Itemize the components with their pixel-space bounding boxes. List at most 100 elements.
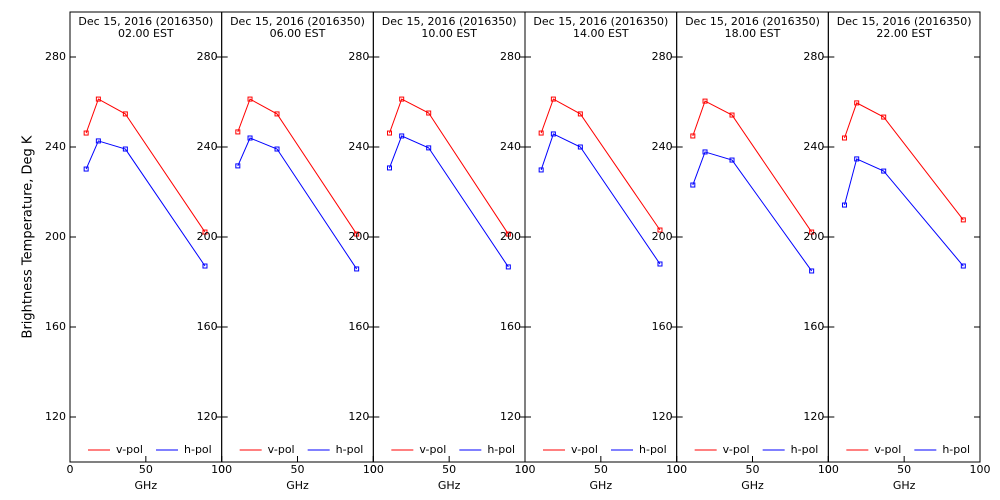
point-marker [881, 168, 887, 174]
y-tick-label: 160 [348, 320, 369, 333]
legend-label: h-pol [487, 443, 515, 456]
x-axis-label: GHz [438, 479, 461, 492]
panel-subtitle: 06.00 EST [270, 27, 326, 40]
point-marker [657, 227, 663, 233]
x-tick-label: 50 [897, 463, 911, 476]
y-tick-label: 280 [652, 50, 673, 63]
legend-label: v-pol [116, 443, 143, 456]
legend-label: h-pol [639, 443, 667, 456]
y-tick-label: 120 [348, 410, 369, 423]
point-marker [577, 144, 583, 150]
point-marker [426, 145, 432, 151]
point-marker [95, 96, 101, 102]
x-axis-label: GHz [135, 479, 158, 492]
x-tick-label: 0 [218, 463, 225, 476]
series-line [237, 137, 358, 270]
point-marker [202, 263, 208, 269]
x-tick-label: 100 [818, 463, 839, 476]
panel-title: Dec 15, 2016 (2016350) [685, 15, 820, 28]
series-line [540, 133, 661, 265]
series-line [692, 151, 813, 272]
point-marker [702, 98, 708, 104]
y-tick-label: 160 [500, 320, 521, 333]
point-marker [729, 112, 735, 118]
panel-title: Dec 15, 2016 (2016350) [382, 15, 517, 28]
y-tick-label: 280 [500, 50, 521, 63]
panel-subtitle: 02.00 EST [118, 27, 174, 40]
y-tick-label: 240 [652, 140, 673, 153]
legend-label: h-pol [791, 443, 819, 456]
point-marker [841, 135, 847, 141]
series-line [85, 98, 206, 233]
point-marker [354, 231, 360, 237]
x-axis-label: GHz [893, 479, 916, 492]
y-tick-label: 280 [803, 50, 824, 63]
series-line [540, 98, 661, 231]
x-axis-label: GHz [741, 479, 764, 492]
point-marker [399, 133, 405, 139]
y-axis-label: Brightness Temperature, Deg K [21, 135, 36, 338]
legend-label: v-pol [571, 443, 598, 456]
panel-title: Dec 15, 2016 (2016350) [78, 15, 213, 28]
y-tick-label: 160 [803, 320, 824, 333]
x-tick-label: 100 [666, 463, 687, 476]
point-marker [122, 146, 128, 152]
point-marker [960, 217, 966, 223]
x-axis-label: GHz [286, 479, 309, 492]
point-marker [809, 229, 815, 235]
series-line [85, 140, 206, 267]
y-tick-label: 280 [348, 50, 369, 63]
x-tick-label: 0 [825, 463, 832, 476]
point-marker [83, 166, 89, 172]
series-line [389, 98, 509, 235]
point-marker [881, 114, 887, 120]
y-tick-label: 200 [45, 230, 66, 243]
panel-subtitle: 22.00 EST [876, 27, 932, 40]
x-tick-label: 100 [363, 463, 384, 476]
y-tick-label: 120 [197, 410, 218, 423]
x-tick-label: 100 [970, 463, 991, 476]
legend-label: v-pol [419, 443, 446, 456]
y-tick-label: 200 [500, 230, 521, 243]
panel-title: Dec 15, 2016 (2016350) [533, 15, 668, 28]
legend-label: h-pol [184, 443, 212, 456]
y-tick-label: 280 [45, 50, 66, 63]
y-tick-label: 120 [45, 410, 66, 423]
y-tick-label: 200 [348, 230, 369, 243]
point-marker [960, 263, 966, 269]
point-marker [95, 138, 101, 144]
panel-subtitle: 18.00 EST [725, 27, 781, 40]
x-tick-label: 100 [211, 463, 232, 476]
point-marker [690, 133, 696, 139]
x-tick-label: 100 [515, 463, 536, 476]
y-tick-label: 120 [652, 410, 673, 423]
series-line [844, 158, 964, 267]
panel-title: Dec 15, 2016 (2016350) [837, 15, 972, 28]
x-tick-label: 0 [522, 463, 529, 476]
panel-subtitle: 14.00 EST [573, 27, 629, 40]
legend-label: v-pol [874, 443, 901, 456]
point-marker [505, 231, 511, 237]
legend-label: h-pol [336, 443, 364, 456]
point-marker [809, 268, 815, 274]
y-tick-label: 240 [500, 140, 521, 153]
point-marker [538, 167, 544, 173]
point-marker [854, 156, 860, 162]
x-tick-label: 0 [67, 463, 74, 476]
point-marker [247, 135, 253, 141]
x-tick-label: 50 [291, 463, 305, 476]
point-marker [274, 146, 280, 152]
y-tick-label: 200 [803, 230, 824, 243]
point-marker [386, 165, 392, 171]
point-marker [274, 111, 280, 117]
point-marker [235, 129, 241, 135]
series-line [844, 102, 964, 221]
point-marker [247, 96, 253, 102]
x-tick-label: 50 [442, 463, 456, 476]
point-marker [505, 264, 511, 270]
point-marker [841, 202, 847, 208]
y-tick-label: 240 [45, 140, 66, 153]
y-tick-label: 160 [45, 320, 66, 333]
point-marker [854, 100, 860, 106]
